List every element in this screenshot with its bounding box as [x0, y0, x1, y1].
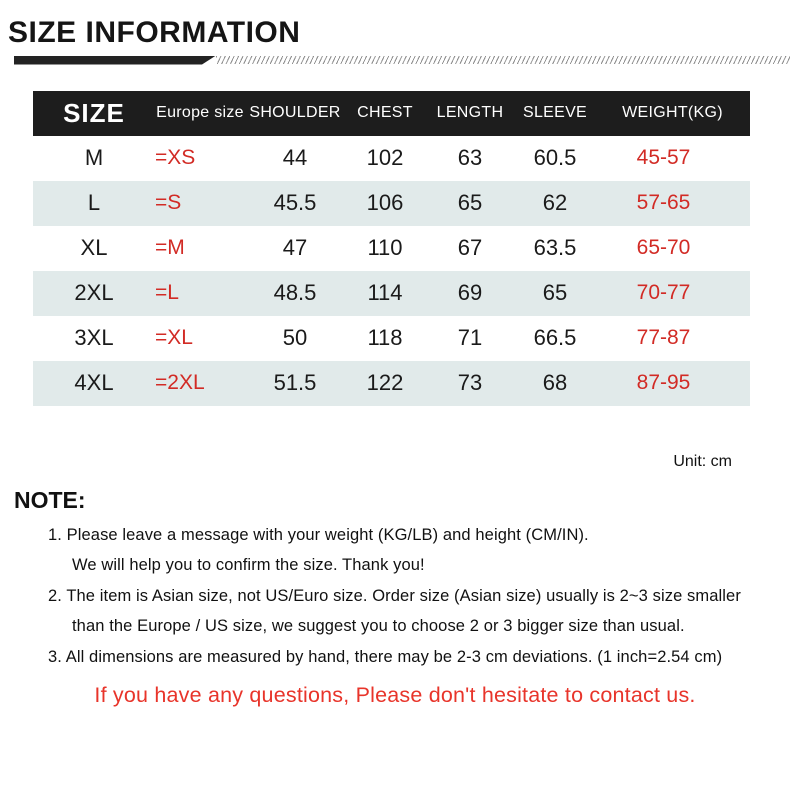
cell-sleeve: 66.5: [533, 325, 577, 350]
notes-list: 1. Please leave a message with your weig…: [0, 526, 790, 667]
cell-size: 4XL: [74, 370, 114, 395]
header-cell-shoulder: SHOULDER: [249, 104, 341, 121]
cell-sleeve: 63.5: [533, 235, 577, 260]
table-row: 2XL =L 48.5 114 69 65 70-77: [33, 270, 750, 316]
cell-europe-size: =XL: [155, 326, 193, 349]
cell-europe-size: =2XL: [155, 371, 205, 394]
cell-chest: 118: [367, 325, 403, 350]
size-table-body: M =XS 44 102 63 60.5 45-57 L =S 45.5 106…: [33, 136, 750, 406]
cell-size: 2XL: [74, 280, 114, 305]
cell-size: XL: [80, 235, 108, 260]
cell-length: 71: [457, 325, 483, 350]
title-section: SIZE INFORMATION: [0, 0, 790, 65]
table-row: L =S 45.5 106 65 62 57-65: [33, 180, 750, 226]
cell-chest: 106: [366, 190, 404, 215]
cell-chest: 110: [367, 235, 403, 260]
table-row: XL =M 47 110 67 63.5 65-70: [33, 226, 750, 271]
note-line: 1. Please leave a message with your weig…: [48, 525, 589, 544]
header-row: SIZE Europe size SHOULDER CHEST LENGTH S…: [33, 90, 750, 136]
unit-label: Unit: cm: [673, 452, 732, 470]
note-line: than the Europe / US size, we suggest yo…: [72, 617, 685, 635]
note-line: 3. All dimensions are measured by hand, …: [48, 647, 723, 666]
size-table: SIZE Europe size SHOULDER CHEST LENGTH S…: [33, 90, 750, 406]
cell-weight: 65-70: [636, 236, 691, 259]
cell-chest: 122: [366, 370, 404, 395]
cell-sleeve: 68: [542, 370, 568, 395]
cell-length: 73: [457, 370, 483, 395]
cell-weight: 77-87: [636, 326, 691, 349]
note-line: We will help you to confirm the size. Th…: [72, 556, 425, 574]
title-underline-bar: [14, 56, 216, 65]
header-cell-length: LENGTH: [436, 104, 504, 121]
cell-weight: 57-65: [636, 191, 691, 214]
cell-shoulder: 50: [282, 325, 308, 350]
cell-sleeve: 62: [542, 190, 568, 215]
note-heading: NOTE:: [14, 486, 86, 513]
cell-sleeve: 65: [542, 280, 568, 305]
cell-europe-size: =XS: [155, 146, 196, 169]
contact-message: If you have any questions, Please don't …: [94, 682, 696, 707]
cell-weight: 45-57: [636, 146, 691, 169]
title-underline: [14, 55, 790, 65]
cell-shoulder: 45.5: [273, 190, 317, 215]
cell-europe-size: =M: [155, 236, 185, 259]
cell-shoulder: 44: [282, 145, 308, 170]
cell-size: M: [84, 145, 104, 170]
cell-chest: 102: [366, 145, 404, 170]
note-line: 2. The item is Asian size, not US/Euro s…: [48, 586, 741, 605]
header-cell-chest: CHEST: [357, 104, 413, 121]
table-row: M =XS 44 102 63 60.5 45-57: [33, 136, 750, 181]
cell-sleeve: 60.5: [533, 145, 577, 170]
header-cell-weight: WEIGHT(KG): [622, 104, 723, 121]
header-cell-size: SIZE: [63, 97, 125, 128]
cell-weight: 70-77: [636, 281, 691, 304]
cell-size: 3XL: [74, 325, 114, 350]
title-underline-hatch: [216, 55, 790, 64]
cell-weight: 87-95: [636, 371, 691, 394]
size-table-header: SIZE Europe size SHOULDER CHEST LENGTH S…: [33, 90, 750, 136]
cell-length: 69: [457, 280, 483, 305]
cell-length: 67: [457, 235, 483, 260]
cell-chest: 114: [367, 280, 403, 305]
cell-shoulder: 48.5: [273, 280, 317, 305]
page-title: SIZE INFORMATION: [8, 16, 301, 49]
cell-length: 65: [457, 190, 483, 215]
cell-shoulder: 47: [282, 235, 308, 260]
table-row: 4XL =2XL 51.5 122 73 68 87-95: [33, 360, 750, 406]
cell-length: 63: [457, 145, 483, 170]
cell-europe-size: =L: [155, 281, 179, 304]
cell-shoulder: 51.5: [273, 370, 317, 395]
header-cell-sleeve: SLEEVE: [522, 104, 588, 121]
cell-europe-size: =S: [155, 191, 182, 214]
header-cell-europe-size: Europe size: [156, 104, 244, 121]
cell-size: L: [87, 190, 101, 215]
table-row: 3XL =XL 50 118 71 66.5 77-87: [33, 316, 750, 361]
